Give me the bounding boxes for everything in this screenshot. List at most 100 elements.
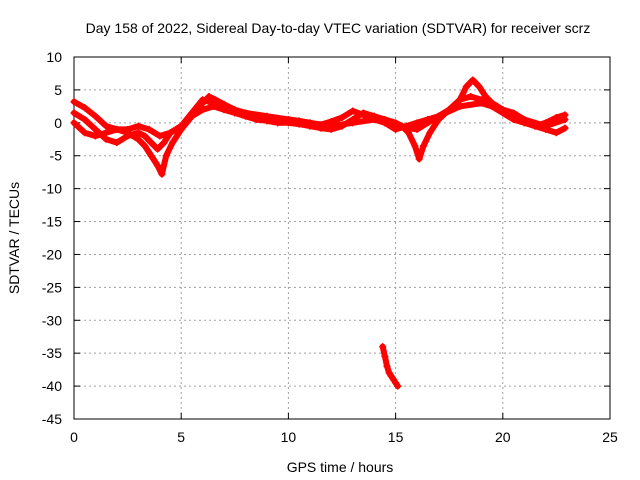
data-point-marker <box>134 129 142 137</box>
data-point-marker <box>81 116 89 124</box>
data-point-marker <box>188 112 196 120</box>
data-point-marker <box>475 83 483 91</box>
data-point-marker <box>306 119 314 127</box>
data-point-marker <box>411 142 419 150</box>
data-point-marker <box>81 104 89 112</box>
y-tick-label: 10 <box>46 49 62 65</box>
data-point-marker <box>81 129 89 137</box>
x-tick-label: 20 <box>495 429 511 445</box>
y-tick-label: -35 <box>42 345 62 361</box>
data-point-marker <box>542 122 550 130</box>
data-point-marker <box>70 98 78 106</box>
data-point-marker <box>263 112 271 120</box>
data-point-marker <box>349 107 357 115</box>
data-point-marker <box>177 122 185 130</box>
y-tick-label: 0 <box>54 115 62 131</box>
plot-frame <box>73 56 611 420</box>
data-point-marker <box>166 129 174 137</box>
data-point-marker <box>70 119 78 127</box>
x-tick-label: 15 <box>388 429 404 445</box>
data-point-marker <box>199 96 207 104</box>
data-point-marker <box>434 112 442 120</box>
data-point-marker <box>147 139 155 147</box>
y-tick-label: -15 <box>42 214 62 230</box>
data-point-marker <box>379 343 387 351</box>
x-tick-label: 5 <box>177 429 185 445</box>
data-point-marker <box>169 139 177 147</box>
data-point-marker <box>124 125 132 133</box>
data-point-marker <box>467 92 475 100</box>
data-point-marker <box>284 116 292 124</box>
axis-ticks <box>73 56 611 420</box>
y-tick-label: -30 <box>42 312 62 328</box>
data-point-marker <box>147 152 155 160</box>
data-point-marker <box>561 124 569 132</box>
data-point-marker <box>242 109 250 117</box>
data-point-marker <box>456 102 464 110</box>
data-point-marker <box>383 362 391 370</box>
x-tick-label: 25 <box>602 429 618 445</box>
data-point-marker <box>370 116 378 124</box>
data-point-marker <box>413 119 421 127</box>
data-point-marker <box>477 99 485 107</box>
chart-title: Day 158 of 2022, Sidereal Day-to-day VTE… <box>86 20 591 36</box>
data-point-marker <box>91 125 99 133</box>
data-point-marker <box>561 116 569 124</box>
data-point-marker <box>141 142 149 150</box>
data-point-marker <box>482 92 490 100</box>
y-tick-label: -45 <box>42 411 62 427</box>
data-point-marker <box>469 76 477 84</box>
data-point-marker <box>394 382 402 390</box>
data-point-marker <box>381 352 389 360</box>
data-point-marker <box>160 139 168 147</box>
x-axis-label: GPS time / hours <box>287 459 394 475</box>
data-point-marker <box>162 152 170 160</box>
data-point-marker <box>158 170 166 178</box>
data-point-marker <box>102 135 110 143</box>
data-point-marker <box>102 122 110 130</box>
data-point-marker <box>145 125 153 133</box>
data-point-marker <box>113 125 121 133</box>
y-tick-label: -5 <box>50 148 63 164</box>
data-point-marker <box>552 129 560 137</box>
y-tick-label: -40 <box>42 378 62 394</box>
data-point-marker <box>134 122 142 130</box>
series-track-c <box>70 99 569 140</box>
data-point-marker <box>426 129 434 137</box>
x-tick-label: 10 <box>281 429 297 445</box>
y-tick-label: -25 <box>42 279 62 295</box>
data-point-marker <box>199 106 207 114</box>
data-point-marker <box>392 122 400 130</box>
y-tick-label: 5 <box>54 82 62 98</box>
data-point-marker <box>349 119 357 127</box>
data-point-marker <box>124 132 132 140</box>
data-point-marker <box>359 109 367 117</box>
y-axis-label: SDTVAR / TECUs <box>6 182 22 294</box>
data-point-marker <box>113 139 121 147</box>
data-point-marker <box>456 96 464 104</box>
data-point-marker <box>70 109 78 117</box>
data-point-marker <box>419 142 427 150</box>
tick-labels: 0 5 10 15 20 25 10 5 0 -5 -10 -15 -20 -25 -30 -35 -40 -45 <box>42 49 618 445</box>
data-point-marker <box>220 106 228 114</box>
data-point-marker <box>415 155 423 163</box>
data-point-marker <box>154 162 162 170</box>
data-point-marker <box>413 125 421 133</box>
data-point-marker <box>141 132 149 140</box>
data-point-marker <box>134 135 142 143</box>
data-point-marker <box>327 122 335 130</box>
series-outlier <box>379 343 402 390</box>
y-tick-label: -20 <box>42 246 62 262</box>
data-point-marker <box>499 106 507 114</box>
data-point-marker <box>209 102 217 110</box>
data-point-marker <box>154 145 162 153</box>
data-point-marker <box>91 112 99 120</box>
y-tick-label: -10 <box>42 181 62 197</box>
data-point-marker <box>156 132 164 140</box>
x-tick-label: 0 <box>70 429 78 445</box>
data-point-marker <box>462 83 470 91</box>
data-layer <box>70 76 569 390</box>
data-point-marker <box>338 114 346 122</box>
data-point-marker <box>91 132 99 140</box>
